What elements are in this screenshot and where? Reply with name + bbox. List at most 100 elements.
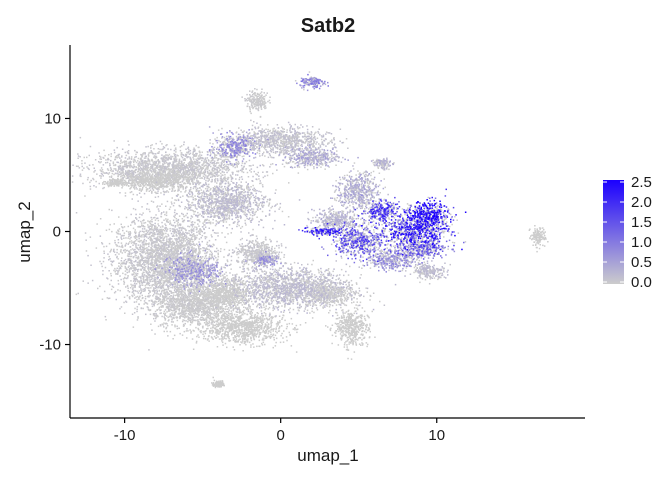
cell-point [185,296,188,299]
cell-point [128,271,130,273]
cell-point [188,259,191,261]
cell-point [150,287,152,289]
cell-point [174,216,176,219]
cell-point [213,162,216,165]
cell-point [175,237,178,240]
cell-point [195,250,197,252]
cell-point [157,325,160,328]
cell-point [176,327,179,330]
cell-point [171,245,173,247]
cell-point [178,173,180,176]
cell-point [164,295,166,297]
cell-point [91,279,94,282]
cell-point [176,248,178,250]
cell-point [199,233,201,235]
cell-point [154,297,157,299]
cell-point [205,317,207,319]
cell-point [182,241,185,243]
cell-point [118,253,120,255]
cell-point [116,236,118,238]
cell-point [157,250,160,252]
cell-point [149,291,151,293]
cell-point [149,232,152,234]
cell-point [189,307,192,309]
cell-point [184,309,186,312]
cell-point [156,280,159,283]
cell-point [200,308,203,310]
cell-point [188,230,190,232]
cell-point [191,247,193,249]
cell-point [180,229,183,232]
cell-point [135,268,137,271]
cell-point [151,303,153,305]
cell-point [132,241,134,243]
cell-point [138,303,140,306]
cell-point [121,246,124,249]
cell-point [177,290,180,292]
cell-point [219,177,222,179]
cell-point [168,310,171,312]
cell-point [128,296,131,299]
cell-point [181,251,183,254]
cell-point [177,295,179,297]
cell-point [155,250,157,252]
cell-point [147,265,149,267]
cell-point [195,268,198,270]
cell-point [185,153,187,156]
cell-point [139,244,142,246]
cell-point [161,272,164,274]
cell-point [179,262,182,264]
cell-point [144,295,147,298]
cell-point [178,265,180,267]
cell-point [176,264,178,266]
cell-point [225,180,228,182]
cell-point [156,259,158,262]
cell-point [159,148,161,151]
cell-point [193,302,195,304]
cell-point [89,188,92,190]
cell-point [176,163,178,165]
cell-point [89,236,92,238]
cell-point [113,140,115,142]
cell-point [175,280,177,283]
cell-point [161,236,163,239]
cell-point [161,279,163,281]
cell-point [187,147,189,150]
cell-point [211,321,214,324]
cell-point [149,253,151,255]
cell-point [156,229,158,232]
cell-point [199,244,201,247]
cell-point [154,287,156,289]
cell-point [203,296,205,299]
cell-point [173,300,176,303]
cell-point [177,293,179,296]
cell-point [100,177,102,179]
cell-point [116,248,118,251]
cell-point [171,259,174,261]
cell-point [209,299,211,302]
cell-point [161,285,164,288]
cell-point [166,144,168,146]
cell-point [202,297,205,300]
cell-point [149,271,151,274]
cell-point [149,267,151,269]
cell-point [177,298,179,300]
cell-point [136,306,139,308]
cell-point [124,248,126,251]
cell-point [151,239,154,241]
cell-point [202,249,204,252]
cell-point [189,240,191,243]
cell-point [199,229,201,231]
cell-point [142,251,144,254]
cell-point [166,238,168,240]
cell-point [155,245,157,247]
cell-point [212,159,214,162]
cell-point [94,159,97,161]
cell-point [154,282,157,284]
chart-title: Satb2 [301,15,355,37]
cell-point [215,317,218,319]
cell-point [167,277,170,279]
cell-point [143,271,145,274]
cell-point [163,277,165,279]
cell-point [186,279,189,281]
